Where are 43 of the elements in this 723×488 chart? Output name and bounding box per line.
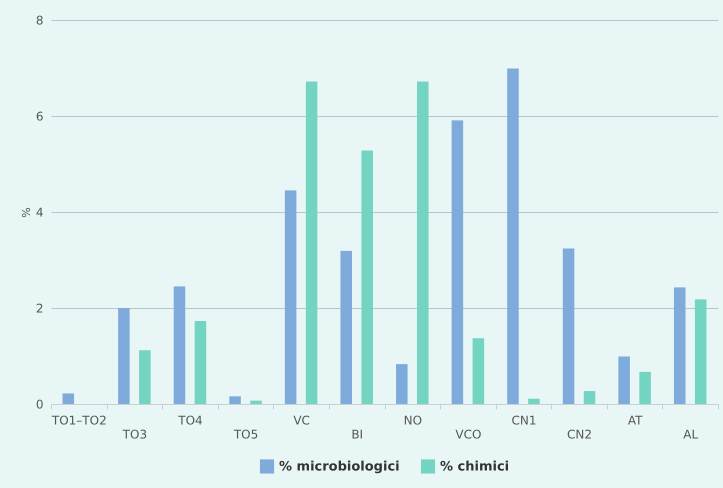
x-tick-label: NO [404, 414, 422, 428]
x-tick-label: CN2 [567, 428, 592, 442]
y-tick-label: 0 [36, 398, 44, 412]
bar [361, 150, 373, 404]
bar [694, 299, 706, 404]
bar [194, 320, 206, 404]
x-tick-label: TO5 [232, 428, 258, 442]
x-tick-label: VCO [455, 428, 482, 442]
bar [229, 396, 241, 404]
bar [417, 81, 429, 404]
x-tick-label: AT [628, 414, 644, 428]
x-tick-label: TO3 [122, 428, 148, 442]
x-tick-label: VC [293, 414, 310, 428]
bar [340, 250, 352, 404]
x-tick-label: AL [683, 428, 698, 442]
y-tick-label: 6 [36, 110, 44, 124]
y-tick-label: 2 [36, 302, 44, 316]
y-tick-label: 8 [36, 14, 44, 28]
y-tick-label: 4 [36, 206, 44, 220]
bar [139, 350, 151, 404]
legend-label: % chimici [440, 459, 510, 474]
bar [174, 286, 186, 404]
bar [62, 393, 74, 404]
x-tick-label: CN1 [511, 414, 536, 428]
bar [562, 248, 574, 404]
legend-label: % microbiologici [279, 459, 400, 474]
bar [674, 287, 686, 404]
bar [250, 400, 262, 404]
bar [472, 338, 484, 404]
bar [584, 391, 596, 404]
y-axis-title: % [20, 207, 33, 218]
bar [528, 398, 540, 404]
bar [618, 356, 630, 404]
x-tick-label: BI [351, 428, 364, 442]
bar [452, 120, 464, 404]
bar [306, 81, 318, 404]
bar [396, 364, 408, 404]
bar [118, 308, 130, 404]
bar [507, 68, 519, 404]
bar [284, 190, 296, 404]
x-tick-label: TO1–TO2 [50, 414, 107, 428]
bar [639, 372, 651, 404]
x-tick-label: TO4 [177, 414, 203, 428]
